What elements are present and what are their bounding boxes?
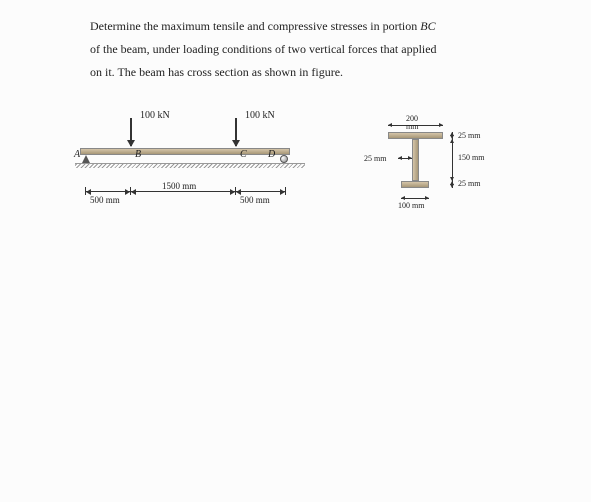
- dim-tick: [285, 187, 286, 195]
- dim-label-cd: 500 mm: [240, 195, 270, 205]
- dim-cd: [236, 191, 285, 192]
- beam-body: [80, 148, 290, 155]
- cs-web-h-label: 150 mm: [458, 153, 484, 162]
- cs-web-t-label: 25 mm: [364, 154, 386, 163]
- text-line: of the beam, under loading conditions of…: [90, 42, 437, 56]
- problem-statement: Determine the maximum tensile and compre…: [90, 15, 501, 83]
- cs-top-thk-label: 25 mm: [458, 131, 480, 140]
- cs-dim-bot-width: [401, 198, 429, 199]
- force-arrow-b: [130, 118, 132, 146]
- portion-label: BC: [420, 19, 435, 33]
- figure-container: 100 kN 100 kN A B C D 500 mm 1500 mm 500…: [80, 113, 501, 218]
- point-d: D: [268, 149, 275, 160]
- cross-section-diagram: 200 mm 25 mm 150 mm 25 mm 25 mm 100 mm: [350, 118, 500, 218]
- point-b: B: [135, 149, 141, 160]
- text-line: Determine the maximum tensile and compre…: [90, 19, 420, 33]
- cs-dim-top-thk: [452, 132, 453, 139]
- cs-bot-w-label: 100 mm: [398, 201, 424, 210]
- cs-dim-web-h: [452, 139, 453, 181]
- dim-ab: [86, 191, 130, 192]
- ground-hatch: [75, 163, 305, 168]
- point-a: A: [74, 149, 80, 160]
- cs-bot-thk-label: 25 mm: [458, 179, 480, 188]
- dim-label-ab: 500 mm: [90, 195, 120, 205]
- cs-top-width-unit: mm: [406, 122, 418, 131]
- force-label-b: 100 kN: [140, 110, 170, 121]
- bottom-flange: [401, 181, 429, 188]
- top-flange: [388, 132, 443, 139]
- roller-support-d: [280, 155, 288, 163]
- dim-label-bc: 1500 mm: [162, 181, 196, 191]
- cs-dim-web-thk: [398, 158, 412, 159]
- cs-dim-bot-thk: [452, 181, 453, 188]
- pin-support-a: [82, 155, 90, 163]
- force-label-c: 100 kN: [245, 110, 275, 121]
- point-c: C: [240, 149, 247, 160]
- text-line: on it. The beam has cross section as sho…: [90, 65, 343, 79]
- force-arrow-c: [235, 118, 237, 146]
- web: [412, 139, 419, 181]
- dim-bc: [131, 191, 235, 192]
- beam-diagram: 100 kN 100 kN A B C D 500 mm 1500 mm 500…: [80, 113, 310, 213]
